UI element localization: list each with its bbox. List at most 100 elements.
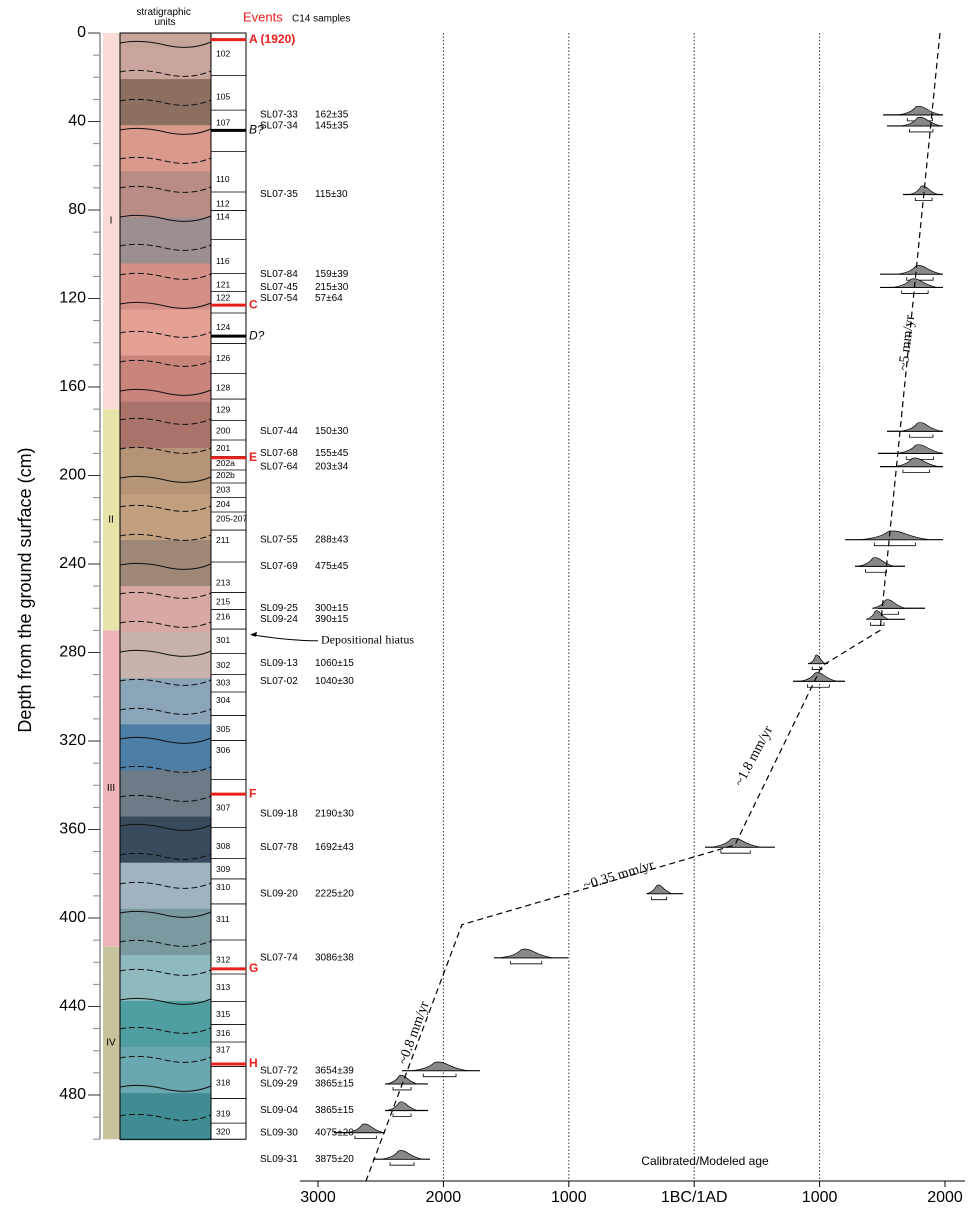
subunit-label: 116 (216, 256, 230, 266)
sample-age: 288±43 (315, 534, 349, 545)
subunit-label: 114 (216, 211, 230, 221)
core-contact (119, 678, 212, 686)
range-bracket (865, 569, 887, 573)
unit-band (103, 33, 120, 410)
probability-hump (897, 265, 943, 275)
range-bracket (870, 622, 885, 626)
core-contact (119, 301, 212, 309)
event-label: B? (249, 123, 264, 137)
subunit-label: 215 (216, 596, 230, 606)
core-layer (120, 171, 211, 219)
sample-name: SL07-45 (260, 282, 298, 293)
subunit-label: 315 (216, 1009, 230, 1019)
range-bracket (389, 1162, 415, 1166)
core-contact (119, 765, 212, 773)
core-layer (120, 632, 211, 680)
core-layer (120, 954, 211, 1002)
subunit-label: 107 (216, 117, 230, 127)
sample-age: 3086±38 (315, 952, 354, 963)
range-bracket (422, 1073, 457, 1078)
sample-age: 150±30 (315, 426, 349, 437)
core-contact (119, 707, 212, 715)
range-bracket (510, 960, 543, 965)
y-tick-label: 280 (59, 644, 86, 661)
range-bracket (354, 1135, 377, 1140)
sample-age: 145±35 (315, 121, 349, 132)
x-tick-label: 3000 (300, 1189, 336, 1206)
core-contact (119, 997, 212, 1005)
sample-name: SL07-44 (260, 426, 298, 437)
probability-hump (386, 1074, 418, 1085)
subunit-label: 311 (216, 914, 230, 924)
subunit-label: 317 (216, 1044, 230, 1054)
core-contact (119, 243, 212, 251)
subunit-label: 303 (216, 677, 230, 687)
core-contact (119, 185, 212, 193)
core-contact (119, 533, 212, 541)
sample-age: 162±35 (315, 110, 349, 121)
range-bracket (902, 469, 930, 474)
rate-label: ~1.8 mm/yr (732, 723, 776, 789)
subunit-label: 302 (216, 660, 230, 670)
core-layer (120, 724, 211, 772)
range-bracket (909, 434, 934, 438)
subunit-label: 124 (216, 322, 230, 332)
core-layer (120, 493, 211, 542)
probability-hump (412, 1061, 468, 1072)
core-contact (119, 40, 212, 48)
column-header: stratigraphic units (136, 7, 193, 28)
subunit-label: 216 (216, 611, 230, 621)
unit-label: II (108, 514, 114, 525)
core-contact (119, 156, 212, 164)
subunit-label: 318 (216, 1077, 230, 1087)
subunit-label: 200 (216, 425, 230, 435)
sample-name: SL07-64 (260, 461, 298, 472)
core-layer (120, 401, 211, 449)
probability-hump (646, 884, 672, 895)
event-label: E (249, 450, 257, 464)
subunit-label: 102 (216, 48, 230, 58)
sample-age: 1040±30 (315, 676, 354, 687)
core-contact (119, 736, 212, 744)
subunit-label: 129 (216, 404, 230, 414)
subunit-label: 301 (216, 635, 230, 645)
probability-hump (386, 1101, 418, 1111)
core-contact (119, 98, 212, 106)
y-tick-label: 320 (59, 732, 86, 749)
rate-label: ~0.35 mm/yr (582, 858, 656, 894)
core-contact (119, 214, 212, 222)
core-contact (119, 939, 212, 947)
sample-name: SL07-02 (260, 676, 298, 687)
sample-age: 390±15 (315, 614, 349, 625)
probability-hump (898, 105, 941, 116)
x-tick-label: 1000 (802, 1189, 838, 1206)
subunit-label: 205-207 (216, 513, 247, 523)
core-contact (119, 620, 212, 628)
range-bracket (720, 850, 751, 854)
unit-label: III (107, 783, 115, 794)
core-contact (119, 852, 212, 860)
subunit-label: 305 (216, 724, 230, 734)
y-tick-label: 120 (59, 290, 86, 307)
core-contact (119, 504, 212, 512)
subunit-label: 319 (216, 1108, 230, 1118)
core-layer (120, 1093, 211, 1141)
core-contact (119, 1113, 212, 1121)
probability-hump (894, 457, 939, 467)
sample-name: SL07-33 (260, 110, 298, 121)
sample-name: SL09-24 (260, 614, 298, 625)
sample-age: 3654±39 (315, 1065, 354, 1076)
sample-age: 1060±15 (315, 658, 354, 669)
core-contact (119, 417, 212, 425)
core-layer (120, 263, 211, 311)
subunit-label: 105 (216, 91, 230, 101)
y-tick-label: 0 (77, 24, 86, 41)
probability-hump (347, 1123, 384, 1133)
core-contact (119, 1026, 212, 1034)
core-contact (119, 649, 212, 657)
x-tick-label: 2000 (426, 1189, 462, 1206)
sample-age: 300±15 (315, 603, 349, 614)
y-tick-label: 240 (59, 555, 86, 572)
subunit-label: 312 (216, 954, 230, 964)
hiatus-arrow (251, 634, 319, 642)
